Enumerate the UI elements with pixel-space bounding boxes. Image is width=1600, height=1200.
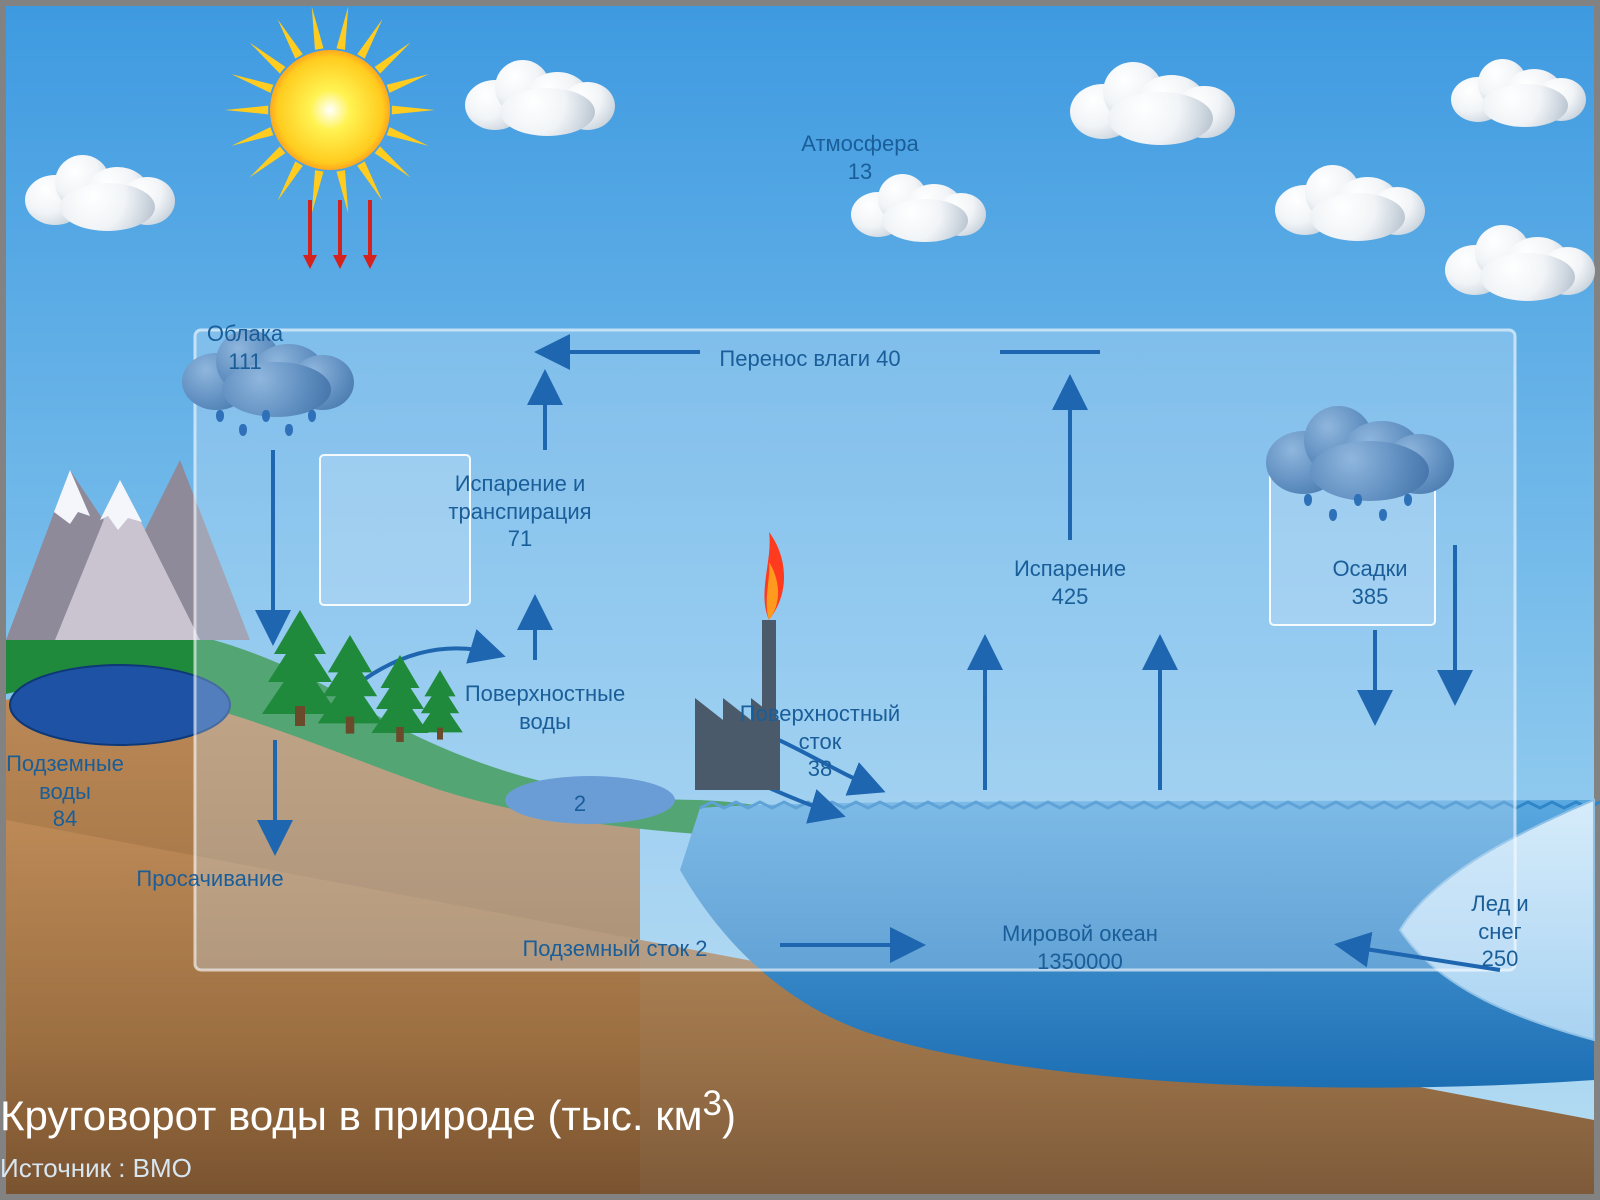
diagram-source: Источник : ВМО (0, 1153, 192, 1184)
label-subsurface: Подземный сток 2 (522, 935, 707, 963)
label-ice: Лед и снег 250 (1471, 890, 1528, 973)
label-surface-water-val: 2 (574, 790, 586, 818)
label-evapotrans: Испарение и транспирация 71 (448, 470, 591, 553)
label-ocean: Мировой океан 1350000 (1002, 920, 1158, 975)
label-surface-water: Поверхностные воды (465, 680, 625, 735)
water-cycle-diagram: Атмосфера 13 Облака 111 Перенос влаги 40 Ис… (0, 0, 1600, 1200)
label-clouds-num: Облака 111 (207, 320, 283, 375)
label-evaporation: Испарение 425 (1014, 555, 1126, 610)
label-surface-runoff: Поверхностный сток 38 (740, 700, 900, 783)
label-percolation: Просачивание (136, 865, 283, 893)
label-precip: Осадки 385 (1332, 555, 1407, 610)
label-transport: Перенос влаги 40 (719, 345, 900, 373)
label-groundwater: Подземные воды 84 (6, 750, 124, 833)
label-atmosphere: Атмосфера 13 (801, 130, 918, 185)
diagram-title: Круговорот воды в природе (тыс. км3) (0, 1084, 736, 1140)
